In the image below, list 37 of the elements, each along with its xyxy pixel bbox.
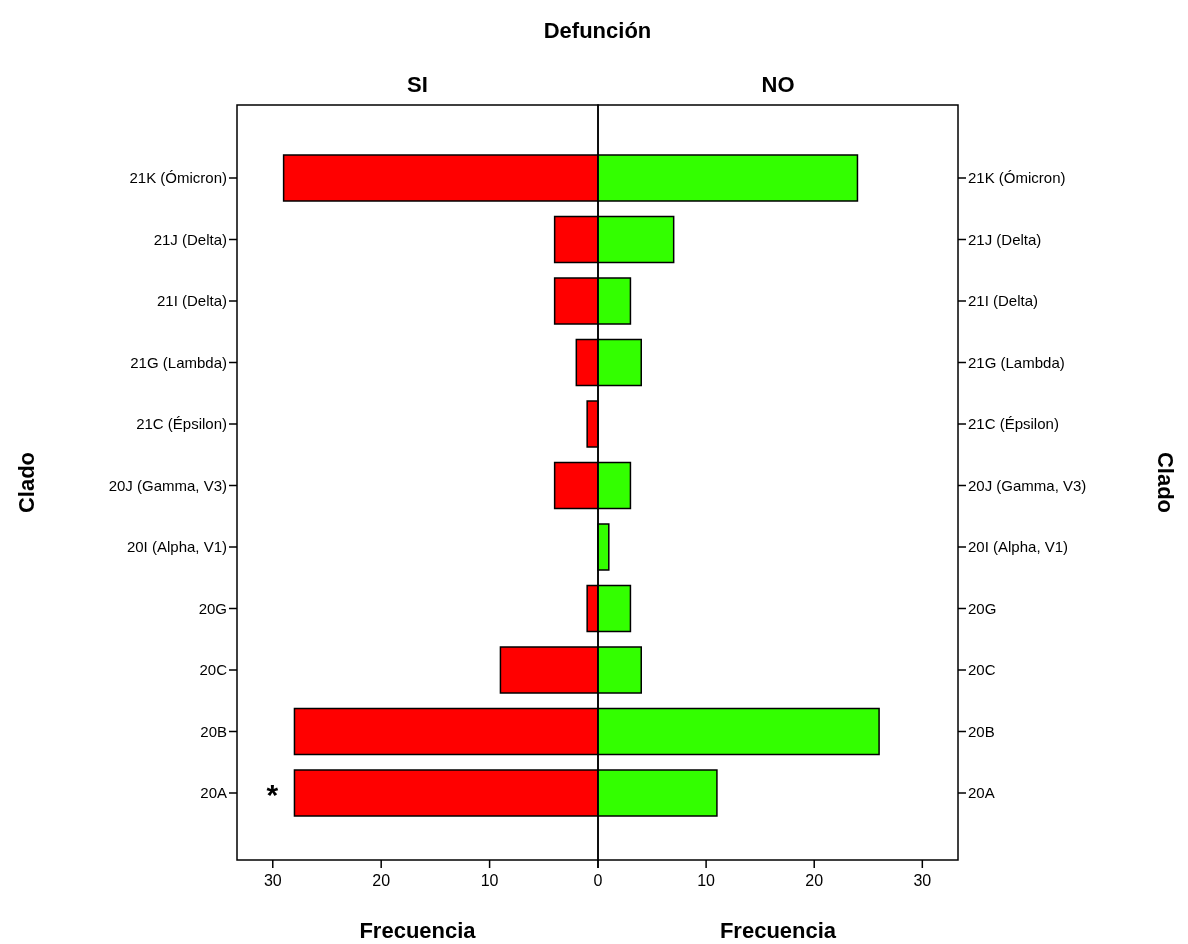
x-tick-label: 10: [697, 872, 716, 889]
x-axis-title: Frecuencia: [719, 918, 837, 943]
y-tick-label: 21I (Delta): [968, 292, 1039, 309]
x-axis-title: Frecuencia: [359, 918, 477, 943]
y-tick-label: 20I (Alpha, V1): [968, 538, 1069, 555]
y-tick-label: 21I (Delta): [156, 292, 227, 309]
y-tick-label: 21C (Épsilon): [136, 415, 227, 432]
y-tick-label: 21J (Delta): [153, 230, 227, 248]
annotation: *: [266, 778, 279, 811]
y-axis-title: Clado: [14, 451, 39, 514]
y-tick-label: 20C: [968, 661, 996, 678]
chart-subtitle: SI: [407, 72, 428, 97]
chart-title: Defunción: [543, 18, 652, 43]
y-tick-label: 20A: [200, 784, 227, 801]
y-tick-label: 21C (Épsilon): [968, 415, 1059, 432]
y-tick-label: 21G (Lambda): [968, 353, 1065, 371]
y-tick-label: 21K (Ómicron): [129, 169, 227, 186]
y-tick-label: 20B: [200, 722, 227, 740]
y-axis-title: Clado: [1153, 451, 1178, 514]
y-tick-label: 20J (Gamma, V3): [108, 476, 227, 494]
chart-subtitle: NO: [761, 72, 795, 97]
y-tick-label: 20J (Gamma, V3): [968, 476, 1087, 494]
y-tick-label: 21J (Delta): [968, 230, 1042, 248]
x-tick-label: 20: [372, 872, 391, 889]
x-tick-label: 30: [913, 872, 932, 889]
x-tick-label: 0: [593, 872, 603, 889]
x-tick-label: 20: [805, 872, 824, 889]
y-tick-label: 21K (Ómicron): [968, 169, 1066, 186]
x-tick-label: 10: [480, 872, 499, 889]
y-tick-label: 20I (Alpha, V1): [126, 538, 227, 555]
y-tick-label: 20C: [199, 661, 228, 678]
y-tick-label: 20B: [968, 722, 995, 740]
y-tick-label: 20G: [968, 599, 997, 617]
y-tick-label: 20A: [968, 784, 995, 801]
y-tick-label: 20G: [198, 599, 227, 617]
x-tick-label: 30: [263, 872, 282, 889]
y-tick-label: 21G (Lambda): [130, 353, 227, 371]
